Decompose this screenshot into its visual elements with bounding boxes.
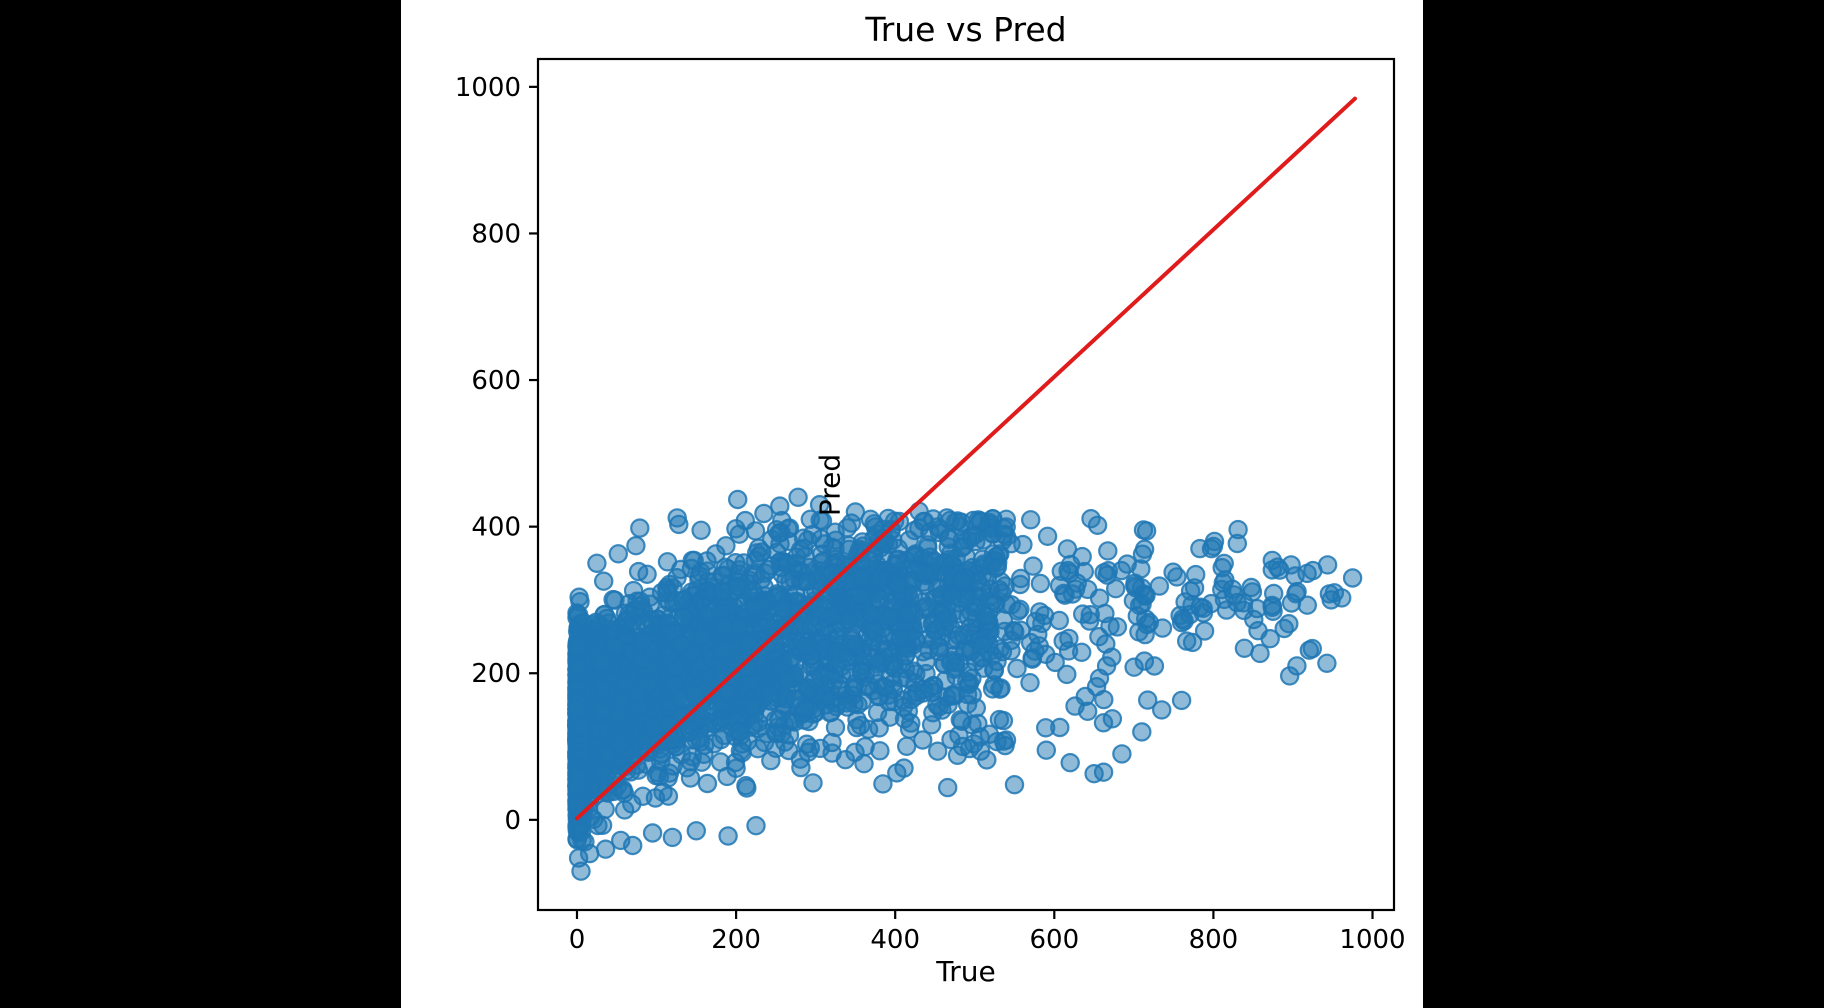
letterbox-left (0, 0, 401, 1008)
y-tick-label: 800 (471, 219, 521, 249)
y-tick-label: 600 (471, 366, 521, 396)
x-tick-label: 600 (1029, 925, 1079, 955)
y-tick-label: 1000 (455, 73, 521, 103)
chart-title: True vs Pred (865, 10, 1067, 49)
x-tick-label: 400 (870, 925, 920, 955)
letterbox-right (1423, 0, 1824, 1008)
y-tick-label: 200 (471, 659, 521, 689)
x-tick-label: 800 (1189, 925, 1239, 955)
x-tick-label: 0 (569, 925, 586, 955)
y-axis-label: Pred (813, 453, 847, 517)
x-tick-label: 1000 (1339, 925, 1405, 955)
figure-canvas: 0 200 400 600 800 1000 0 200 400 600 800 1000 True … (401, 0, 1423, 1008)
y-tick-label: 0 (504, 806, 521, 836)
x-axis-label: True (936, 955, 996, 988)
scatter-plot: 0 200 400 600 800 1000 0 200 400 600 800 1000 (455, 57, 1406, 955)
y-tick-label: 400 (471, 513, 521, 543)
x-tick-label: 200 (711, 925, 761, 955)
